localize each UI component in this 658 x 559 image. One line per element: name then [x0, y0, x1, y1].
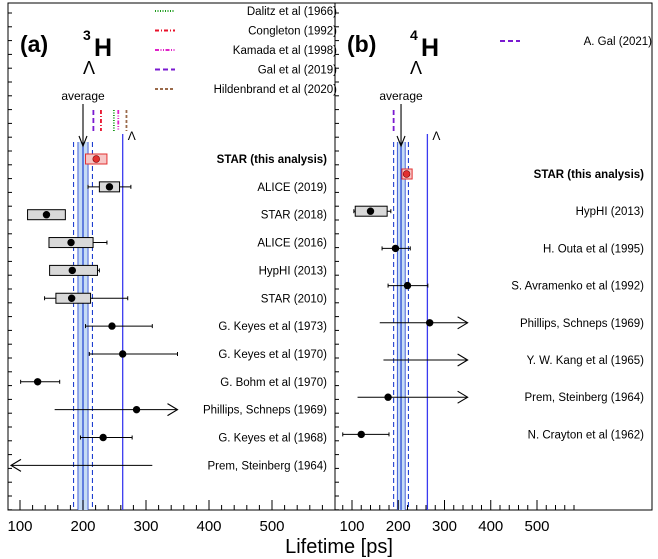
error-arrow — [457, 390, 469, 404]
measurement-label: HypHI (2013) — [576, 206, 645, 218]
legend-entry: Congleton (1992) — [248, 26, 337, 38]
average-label: average — [61, 89, 105, 103]
plot-frame — [334, 2, 653, 511]
legend-entry: Dalitz et al (1966) — [247, 6, 337, 18]
x-tick-label: 500 — [259, 518, 284, 535]
measurement-label: H. Outa et al (1995) — [543, 243, 644, 255]
data-point — [132, 405, 141, 414]
measurement-label: Prem, Steinberg (1964) — [207, 460, 327, 472]
data-point — [68, 266, 76, 275]
measurement-label: Phillips, Schneps (1969) — [520, 318, 644, 330]
measurement-label: ALICE (2019) — [257, 182, 327, 194]
data-point — [67, 294, 76, 302]
nucleus-mass-number: 3 — [83, 27, 91, 43]
nucleus-subscript: Λ — [410, 58, 422, 78]
error-arrow — [9, 458, 22, 472]
legend-entry: Kamada et al (1998) — [233, 45, 337, 57]
x-tick-label: 100 — [339, 518, 364, 535]
measurement-label: STAR (this analysis) — [217, 154, 328, 166]
nucleus-mass-number: 4 — [410, 27, 418, 43]
panel-letter: (b) — [347, 31, 376, 57]
data-point — [384, 393, 392, 401]
measurement-label: Phillips, Schneps (1969) — [203, 405, 327, 417]
measurement-label: Y. W. Kang et al (1965) — [527, 355, 645, 367]
data-point — [403, 281, 412, 290]
data-point — [105, 183, 114, 191]
lambda-label: Λ — [128, 129, 136, 143]
average-label: average — [379, 89, 423, 103]
measurement-label: G. Keyes et al (1968) — [218, 433, 327, 445]
error-arrow — [167, 403, 179, 417]
data-point — [92, 155, 100, 163]
nucleus-symbol: H — [94, 34, 112, 62]
measurement-label: ALICE (2016) — [257, 238, 327, 250]
x-tick-label: 500 — [524, 518, 549, 535]
error-arrow — [457, 353, 469, 367]
data-point — [33, 378, 42, 386]
data-point — [391, 244, 400, 253]
legend-entry: A. Gal (2021) — [584, 36, 653, 48]
nucleus-subscript: Λ — [83, 58, 95, 78]
measurement-label: N. Crayton et al (1962) — [528, 429, 645, 441]
measurement-label: Prem, Steinberg (1964) — [524, 392, 644, 404]
x-tick-label: 200 — [386, 518, 411, 535]
measurement-label: HypHI (2013) — [259, 265, 328, 277]
measurement-label: G. Bohm et al (1970) — [220, 377, 327, 389]
legend-entry: Hildenbrand et al (2020) — [214, 84, 338, 96]
measurement-label: G. Keyes et al (1973) — [218, 321, 327, 333]
measurement-label: STAR (2018) — [261, 210, 327, 222]
x-tick-label: 400 — [196, 518, 221, 535]
data-point — [366, 207, 375, 215]
measurement-label: G. Keyes et al (1970) — [218, 349, 327, 361]
measurement-label: STAR (this analysis) — [534, 169, 645, 181]
data-point — [118, 350, 127, 358]
average-arrow-head — [396, 135, 406, 148]
data-point — [67, 238, 75, 247]
x-tick-label: 300 — [432, 518, 457, 535]
x-tick-label: 300 — [133, 518, 158, 535]
nucleus-symbol: H — [421, 34, 439, 62]
measurement-label: STAR (2010) — [261, 293, 327, 305]
measurement-label: S. Avramenko et al (1992) — [511, 281, 644, 293]
data-point — [108, 322, 116, 330]
x-tick-label: 200 — [70, 518, 95, 535]
x-tick-label: 100 — [7, 518, 32, 535]
data-point — [42, 211, 51, 219]
data-point — [99, 433, 107, 442]
average-arrow-head — [78, 135, 88, 148]
legend-entry: Gal et al (2019) — [258, 65, 337, 77]
data-point — [402, 170, 411, 178]
lambda-label: Λ — [432, 129, 440, 143]
data-point — [357, 430, 365, 439]
error-arrow — [457, 316, 469, 330]
panel-letter: (a) — [20, 31, 48, 57]
x-tick-label: 400 — [478, 518, 503, 535]
x-axis-label: Lifetime [ps] — [285, 536, 393, 558]
data-point — [426, 319, 434, 327]
